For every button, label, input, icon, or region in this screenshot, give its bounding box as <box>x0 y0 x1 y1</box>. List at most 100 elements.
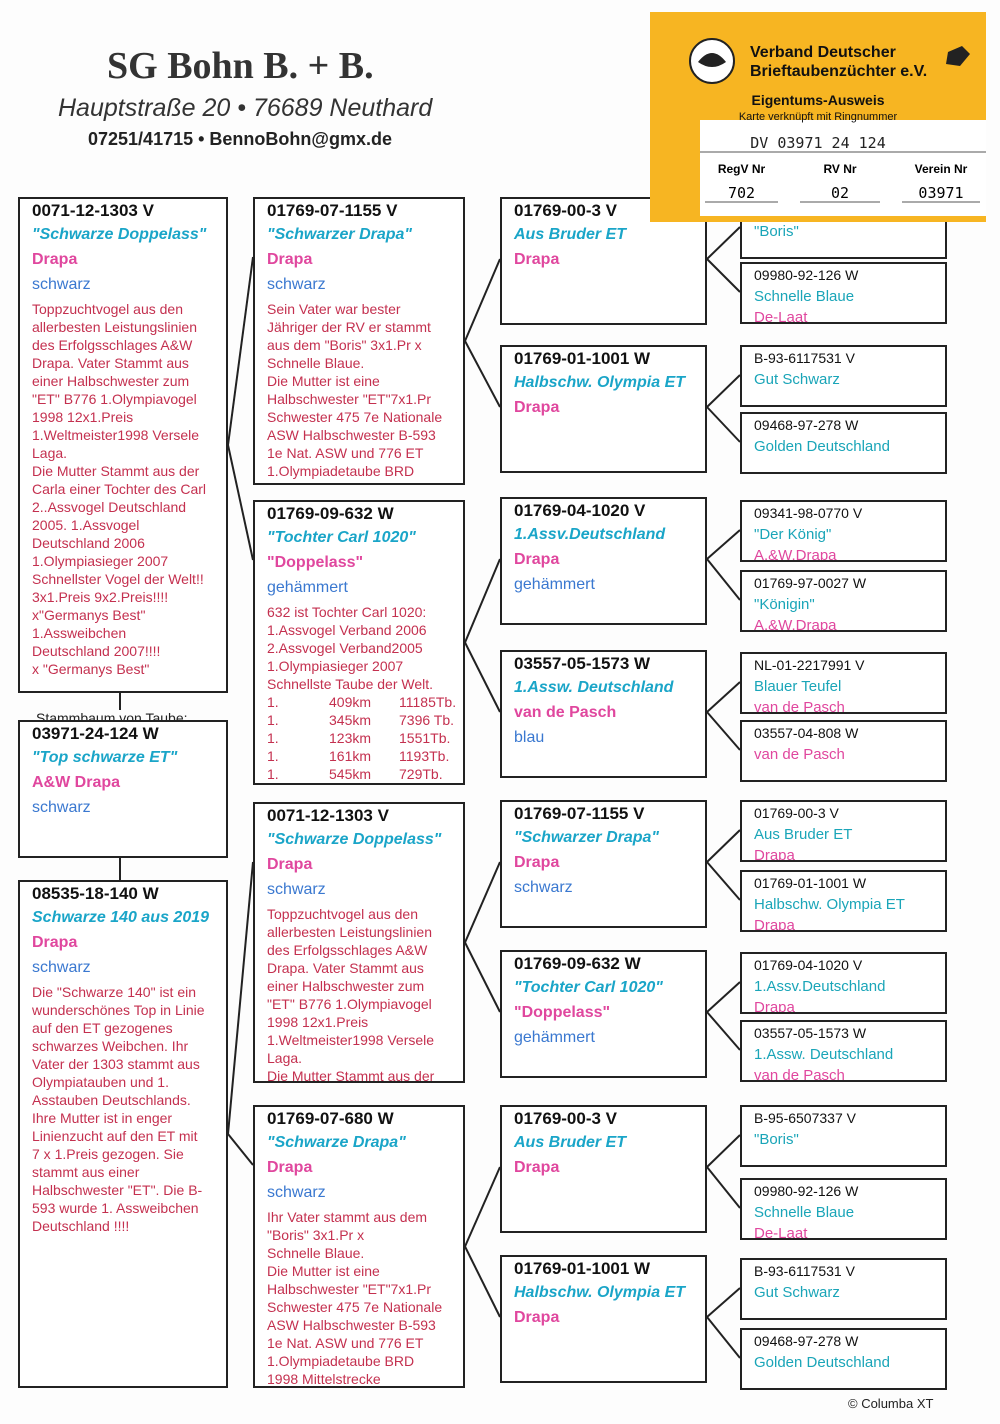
note-line: Vater der 1303 stammt aus <box>32 1056 200 1072</box>
note-line: Jähriger der RV er stammt <box>267 319 431 335</box>
title: SG Bohn B. + B. <box>107 45 374 87</box>
bird-name: "Schwarzer Drapa" <box>514 829 660 846</box>
bird-name: Gut Schwarz <box>754 1284 840 1301</box>
note-line: Die Mutter Stammt aus der <box>267 1068 435 1083</box>
footer: © Columba XT <box>848 1396 934 1411</box>
bird-ring: NL-01-2217991 V <box>754 657 865 673</box>
note-line: Sein Vater war bester <box>267 301 401 317</box>
connector <box>227 861 254 1135</box>
note-line: Deutschland !!!! <box>32 1218 130 1234</box>
connector <box>706 1287 741 1318</box>
pedigree-box: 09468-97-278 W Golden Deutschland <box>740 412 947 474</box>
bird-strain: A.&W.Drapa <box>754 617 837 632</box>
bird-ring: 01769-00-3 V <box>514 1109 618 1128</box>
connector <box>706 1011 741 1051</box>
bird-color: schwarz <box>514 879 573 896</box>
bird-ring: 03557-04-808 W <box>754 725 859 741</box>
pedigree-box: 03557-05-1573 W 1.Assw. Deutschland van de… <box>500 650 707 778</box>
contact: 07251/41715 • BennoBohn@gmx.de <box>88 129 392 149</box>
connector <box>706 558 741 601</box>
pedigree-box: 01769-07-1155 V "Schwarzer Drapa" Drapa sch… <box>500 800 707 928</box>
connector <box>464 558 501 643</box>
note-line: Schnellste Taube der Welt. <box>267 676 434 692</box>
pedigree-box: 01769-97-0027 W "Königin" A.&W.Drapa <box>740 570 947 632</box>
pedigree-box: 01769-00-3 V Aus Bruder ET Drapa <box>500 1105 707 1233</box>
pedigree-box: 0071-12-1303 V "Schwarze Doppelass" Drapa s… <box>18 197 228 693</box>
bird-ring: B-95-6507337 V <box>754 1110 856 1126</box>
bird-ring: 09980-92-126 W <box>754 1183 859 1199</box>
connector <box>706 226 741 260</box>
note-line: Carla einer Tochter des Carl <box>32 481 207 497</box>
note-line: Schwester 475 7e Nationale <box>267 1299 443 1315</box>
bird-name: "Tochter Carl 1020" <box>267 529 416 546</box>
note-line: 1998 Mittelstrecke <box>267 1371 381 1387</box>
pedigree-box: 01769-01-1001 W Halbschw. Olympia ET Drapa <box>500 1255 707 1383</box>
connector <box>464 258 501 342</box>
bird-ring: 08535-18-140 W <box>32 884 159 903</box>
note-line: des Erfolgsschlages A&W <box>267 942 428 958</box>
card-ring: DV 03971 24 124 <box>750 134 886 152</box>
note-line: x "Germanys Best" <box>32 661 150 677</box>
note-line: Die Mutter ist eine <box>267 1263 380 1279</box>
connector <box>706 981 741 1013</box>
bird-name: Golden Deutschland <box>754 1354 890 1371</box>
bird-name: "Der König" <box>754 526 832 543</box>
connector <box>706 406 741 443</box>
bird-ring: 01769-01-1001 W <box>754 875 867 891</box>
note-line: Laga. <box>32 445 68 461</box>
bird-name: Halbschw. Olympia ET <box>514 1284 686 1301</box>
bird-strain: Drapa <box>267 856 313 873</box>
bird-strain: De-Laat <box>754 309 808 324</box>
card-value: 03971 <box>918 184 964 202</box>
note-line: aus dem "Boris" 3x1.Pr x <box>267 337 422 353</box>
pedigree-box: B-93-6117531 V Gut Schwarz <box>740 1258 947 1320</box>
connector <box>227 1133 254 1166</box>
note-line: "ET" B776 1.Olympiavogel <box>32 391 197 407</box>
result-cell: 1. <box>267 730 279 746</box>
bird-ring: 01769-09-632 W <box>267 504 394 523</box>
pedigree-box: 03971-24-124 W "Top schwarze ET" A&W Drapa… <box>18 720 228 858</box>
pedigree-box: 01769-00-3 V Aus Bruder ET Drapa <box>740 800 947 862</box>
note-line: x"Germanys Best" <box>32 607 146 623</box>
note-line: Toppzuchtvogel aus den <box>32 301 183 317</box>
result-cell: 161km <box>329 748 372 764</box>
pedigree-box: 03557-05-1573 W 1.Assw. Deutschland van de… <box>740 1020 947 1082</box>
bird-strain: Drapa <box>754 917 795 932</box>
bird-color: gehämmert <box>267 579 348 596</box>
note-line: auf den ET gezogenes <box>32 1020 173 1036</box>
bird-strain: Drapa <box>514 854 560 871</box>
bird-color: schwarz <box>267 881 326 898</box>
bird-ring: B-93-6117531 V <box>754 1263 855 1279</box>
connector <box>706 1166 741 1209</box>
note-line: Laga. <box>267 1050 303 1066</box>
bird-strain: Drapa <box>514 1309 560 1326</box>
bird-ring: 01769-00-3 V <box>514 201 618 220</box>
bird-name: 1.Assv.Deutschland <box>514 526 666 543</box>
pedigree-box: 09980-92-126 W Schnelle Blaue De-Laat <box>740 262 947 324</box>
bird-strain: "Doppelass" <box>267 554 364 571</box>
pedigree-box: 01769-04-1020 V 1.Assv.Deutschland Drapa <box>740 952 947 1014</box>
bird-ring: 09341-98-0770 V <box>754 505 863 521</box>
note-line: 1e Nat. ASW und 776 ET <box>267 445 424 461</box>
note-line: Schwester 475 7e Nationale <box>267 409 443 425</box>
result-cell: 1. <box>267 748 279 764</box>
bird-name: Aus Bruder ET <box>514 1134 627 1151</box>
bird-name: 1.Assv.Deutschland <box>754 978 886 995</box>
connector <box>706 829 741 863</box>
bird-strain: Drapa <box>267 1159 313 1176</box>
bird-name: Aus Bruder ET <box>514 226 627 243</box>
bird-ring: 01769-97-0027 W <box>754 575 867 591</box>
bird-color: gehämmert <box>514 576 595 593</box>
result-cell: 545km <box>329 766 372 782</box>
bird-ring: 01769-04-1020 V <box>754 957 863 973</box>
bird-ring: 01769-00-3 V <box>754 805 839 821</box>
bird-strain: Drapa <box>514 251 560 268</box>
bird-ring: 01769-04-1020 V <box>514 501 646 520</box>
result-cell: 1. <box>267 766 279 782</box>
note-line: Die "Schwarze 140" ist ein <box>32 984 197 1000</box>
note-line: wunderschönes Top in Linie <box>32 1002 205 1018</box>
note-line: "ET" B776 1.Olympiavogel <box>267 996 432 1012</box>
bird-color: schwarz <box>32 799 91 816</box>
note-line: 1998 12x1.Preis <box>267 1014 369 1030</box>
note-line: Halbschwester "ET"7x1.Pr <box>267 391 431 407</box>
